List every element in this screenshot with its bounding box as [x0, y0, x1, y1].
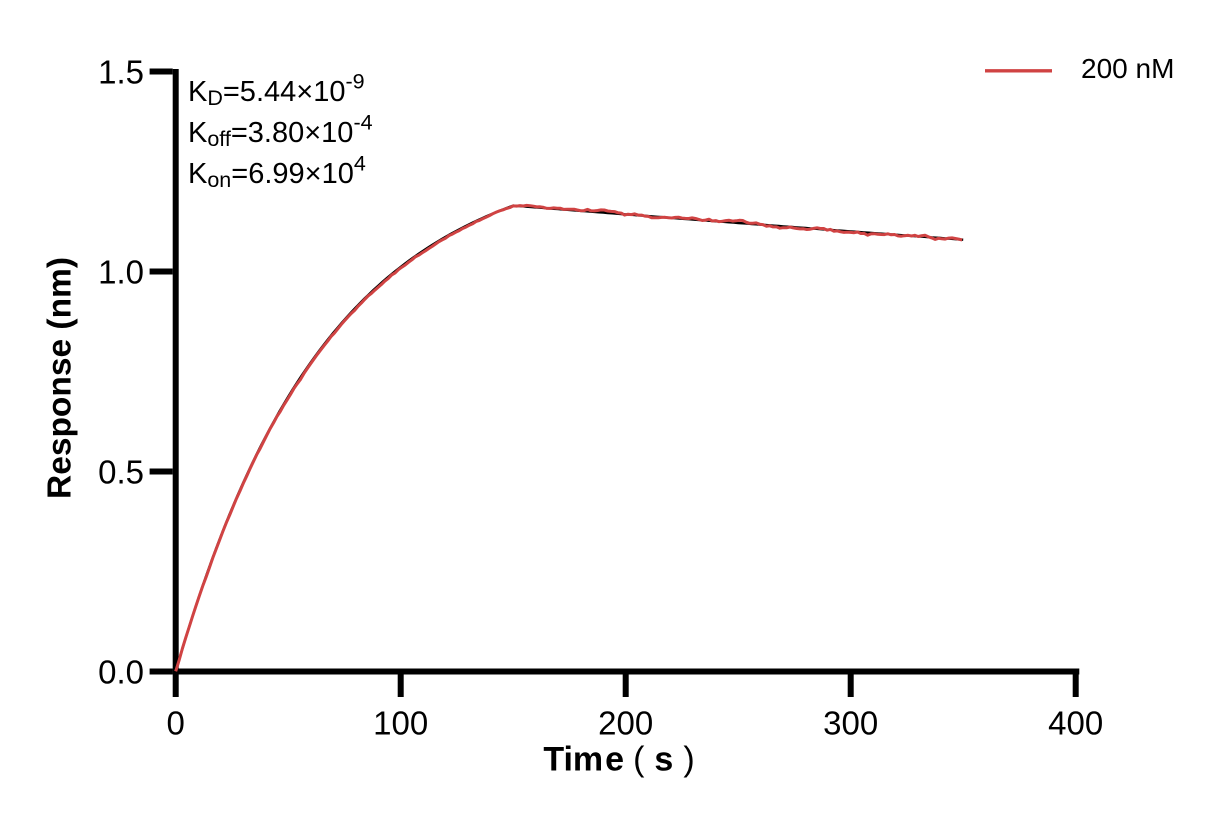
svg-text:100: 100	[373, 705, 428, 742]
svg-text:Kon=6.99×104: Kon=6.99×104	[188, 152, 366, 193]
svg-text:0: 0	[167, 705, 185, 742]
svg-text:0.0: 0.0	[98, 654, 144, 691]
svg-text:Time(s): Time(s)	[543, 741, 694, 779]
svg-text:1.0: 1.0	[98, 254, 144, 291]
svg-text:0.5: 0.5	[98, 454, 144, 491]
svg-text:300: 300	[823, 705, 878, 742]
svg-text:Response (nm): Response (nm)	[42, 257, 79, 499]
svg-text:400: 400	[1048, 705, 1103, 742]
svg-text:KD=5.44×10-9: KD=5.44×10-9	[188, 70, 365, 111]
svg-text:1.5: 1.5	[98, 54, 144, 91]
svg-text:200 nM: 200 nM	[1081, 53, 1174, 84]
svg-text:200: 200	[598, 705, 653, 742]
svg-text:Koff=3.80×10-4: Koff=3.80×10-4	[188, 111, 373, 152]
